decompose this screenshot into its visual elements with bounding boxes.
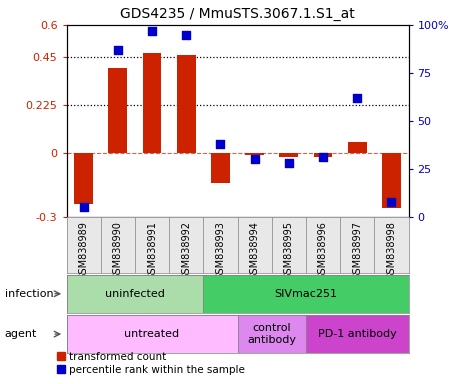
Point bbox=[251, 156, 258, 162]
Text: GSM838992: GSM838992 bbox=[181, 222, 191, 280]
Text: control
antibody: control antibody bbox=[247, 323, 296, 345]
Point bbox=[114, 47, 122, 53]
Bar bbox=[238, 315, 306, 353]
Bar bbox=[382, 153, 401, 209]
Point bbox=[353, 95, 361, 101]
Point bbox=[285, 160, 293, 166]
Point bbox=[388, 199, 395, 205]
Text: untreated: untreated bbox=[124, 329, 180, 339]
Bar bbox=[279, 153, 298, 157]
Bar bbox=[74, 153, 93, 204]
Text: GSM838997: GSM838997 bbox=[352, 222, 362, 280]
Point bbox=[80, 204, 87, 210]
Bar bbox=[108, 68, 127, 153]
Text: infection: infection bbox=[5, 289, 53, 299]
Bar bbox=[245, 153, 264, 155]
Bar bbox=[66, 275, 203, 313]
Text: GSM838996: GSM838996 bbox=[318, 222, 328, 280]
Point bbox=[319, 154, 327, 161]
Point bbox=[148, 28, 156, 34]
Title: GDS4235 / MmuSTS.3067.1.S1_at: GDS4235 / MmuSTS.3067.1.S1_at bbox=[120, 7, 355, 21]
Bar bbox=[66, 315, 238, 353]
Legend: transformed count, percentile rank within the sample: transformed count, percentile rank withi… bbox=[53, 348, 249, 379]
Text: PD-1 antibody: PD-1 antibody bbox=[318, 329, 397, 339]
Point bbox=[217, 141, 224, 147]
Text: uninfected: uninfected bbox=[105, 289, 165, 299]
Text: GSM838995: GSM838995 bbox=[284, 222, 294, 280]
Text: GSM838993: GSM838993 bbox=[215, 222, 226, 280]
Text: GSM838998: GSM838998 bbox=[386, 222, 397, 280]
Bar bbox=[177, 55, 196, 153]
Point bbox=[182, 31, 190, 38]
Text: SIVmac251: SIVmac251 bbox=[275, 289, 337, 299]
Bar bbox=[203, 275, 408, 313]
Bar bbox=[306, 315, 408, 353]
Bar bbox=[142, 53, 162, 153]
Text: agent: agent bbox=[5, 329, 37, 339]
Bar bbox=[211, 153, 230, 183]
Bar bbox=[348, 142, 367, 153]
Bar bbox=[314, 153, 332, 157]
Text: GSM838990: GSM838990 bbox=[113, 222, 123, 280]
Text: GSM838994: GSM838994 bbox=[249, 222, 260, 280]
Text: GSM838991: GSM838991 bbox=[147, 222, 157, 280]
Text: GSM838989: GSM838989 bbox=[78, 222, 89, 280]
